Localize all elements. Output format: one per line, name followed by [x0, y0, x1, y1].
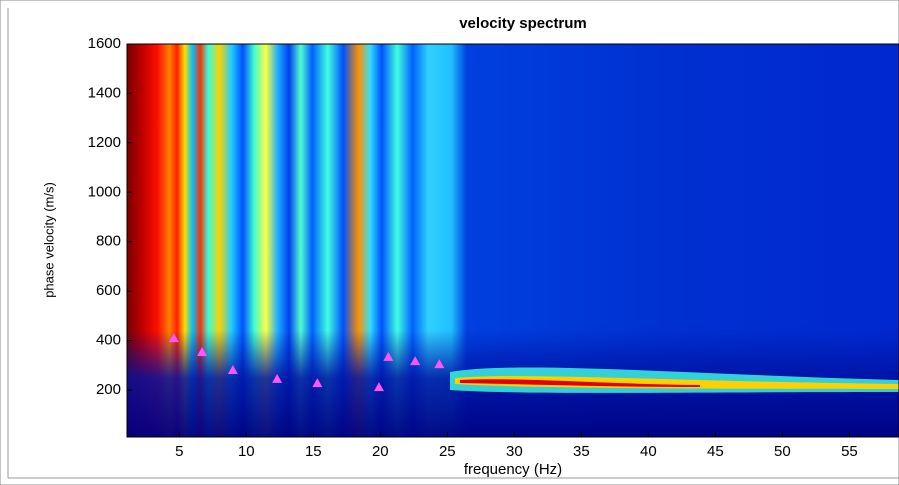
- y-tick-label: 200: [96, 381, 121, 398]
- x-tick-label: 50: [774, 443, 791, 460]
- x-tick-label: 30: [506, 443, 523, 460]
- picked-point: [272, 373, 283, 383]
- y-tick-label: 1600: [88, 35, 121, 52]
- x-axis-label: frequency (Hz): [464, 461, 562, 478]
- plot-border: [126, 43, 899, 438]
- y-tick-label: 600: [96, 282, 121, 299]
- x-tick-label: 55: [841, 443, 858, 460]
- x-tick-label: 15: [305, 443, 322, 460]
- x-tick-label: 35: [573, 443, 590, 460]
- spectrum: [127, 44, 899, 437]
- x-tick-label: 10: [238, 443, 255, 460]
- picked-point: [312, 378, 323, 388]
- picked-point: [383, 351, 394, 361]
- picked-point: [434, 359, 445, 369]
- y-tick-label: 1400: [88, 84, 121, 101]
- x-tick-label: 40: [640, 443, 657, 460]
- y-tick-label: 1000: [88, 183, 121, 200]
- picked-point: [227, 365, 238, 375]
- mode-core: [460, 379, 700, 387]
- picked-point: [373, 382, 384, 392]
- y-tick-label: 800: [96, 233, 121, 250]
- picked-point: [197, 346, 208, 356]
- x-tick-label: 20: [372, 443, 389, 460]
- x-tick-label: 5: [175, 443, 183, 460]
- y-tick-label: 400: [96, 332, 121, 349]
- y-axis-label: phase velocity (m/s): [41, 182, 56, 298]
- y-tick-label: 1200: [88, 134, 121, 151]
- picked-point: [168, 333, 179, 343]
- x-tick-label: 45: [707, 443, 724, 460]
- picked-point: [410, 356, 421, 366]
- x-tick-label: 25: [439, 443, 456, 460]
- chart-title: velocity spectrum: [459, 15, 587, 32]
- mode-band: [455, 376, 899, 389]
